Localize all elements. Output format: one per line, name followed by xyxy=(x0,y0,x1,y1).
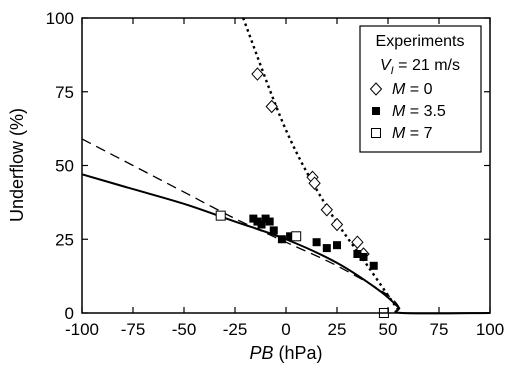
data-point xyxy=(249,214,258,223)
legend-entry-label: M = 7 xyxy=(392,125,433,142)
dashed-curve xyxy=(81,138,403,314)
x-axis-ticks: -100 -75 -50 -25 0 25 50 75 100 xyxy=(65,18,504,339)
data-point xyxy=(322,244,331,253)
legend-entry: M = 0 xyxy=(369,81,433,98)
legend-entry-label: M = 3.5 xyxy=(392,103,446,120)
y-tick-label: 0 xyxy=(65,304,74,323)
x-tick-label: 0 xyxy=(281,320,290,339)
x-axis-title: PB (hPa) xyxy=(249,343,322,363)
data-point xyxy=(369,261,378,270)
y-tick-label: 75 xyxy=(55,83,74,102)
data-points xyxy=(215,67,389,318)
data-point xyxy=(277,235,286,244)
legend-subtitle-var: V xyxy=(380,57,392,74)
legend-marker xyxy=(369,82,383,96)
data-point xyxy=(215,210,226,221)
legend-subtitle: VI = 21 m/s xyxy=(380,57,460,77)
model-curves xyxy=(81,17,491,315)
data-point xyxy=(353,250,362,258)
y-tick-label: 25 xyxy=(55,230,74,249)
x-tick-label: 75 xyxy=(430,320,449,339)
data-point xyxy=(359,252,368,261)
y-tick-label: 50 xyxy=(55,157,74,176)
y-axis-title: Underflow (%) xyxy=(7,108,27,222)
legend-entry: M = 3.5 xyxy=(372,103,446,120)
data-point xyxy=(308,176,321,190)
legend-subtitle-rest: = 21 m/s xyxy=(394,57,460,74)
x-tick-label: 100 xyxy=(476,320,504,339)
x-tick-label: 25 xyxy=(328,320,347,339)
x-tick-label: -75 xyxy=(121,320,146,339)
data-point xyxy=(333,241,341,250)
legend-marker xyxy=(371,128,381,138)
data-point xyxy=(312,238,321,247)
data-point xyxy=(286,232,295,241)
legend-entry-label: M = 0 xyxy=(392,81,433,98)
x-tick-label: -50 xyxy=(172,320,197,339)
data-point xyxy=(253,217,262,226)
x-axis-title-unit: (hPa) xyxy=(273,343,322,363)
x-tick-label: 50 xyxy=(379,320,398,339)
data-point xyxy=(330,217,344,232)
x-tick-label: -25 xyxy=(223,320,248,339)
legend-marker xyxy=(372,107,380,115)
legend: Experiments VI = 21 m/s M = 0M = 3.5M = … xyxy=(359,25,482,153)
data-point xyxy=(269,226,278,235)
x-tick-label: -100 xyxy=(65,320,99,339)
legend-entry: M = 7 xyxy=(371,125,433,142)
dotted-curve xyxy=(242,17,402,314)
data-point xyxy=(257,220,266,229)
data-point xyxy=(261,214,270,223)
legend-entries: M = 0 M = 3.5 M = 7 xyxy=(369,81,446,142)
legend-title: Experiments xyxy=(376,33,465,50)
data-point xyxy=(251,67,264,81)
y-axis-ticks: 0 25 50 75 100 xyxy=(46,9,490,323)
data-point xyxy=(320,203,333,217)
data-point xyxy=(291,231,302,242)
data-point xyxy=(265,99,278,114)
x-axis-title-var: PB xyxy=(249,343,273,363)
solid-curve xyxy=(81,173,491,315)
data-point xyxy=(351,235,364,249)
legend-subtitle-sub: I xyxy=(391,65,394,77)
y-tick-label: 100 xyxy=(46,9,74,28)
data-point xyxy=(265,217,274,226)
